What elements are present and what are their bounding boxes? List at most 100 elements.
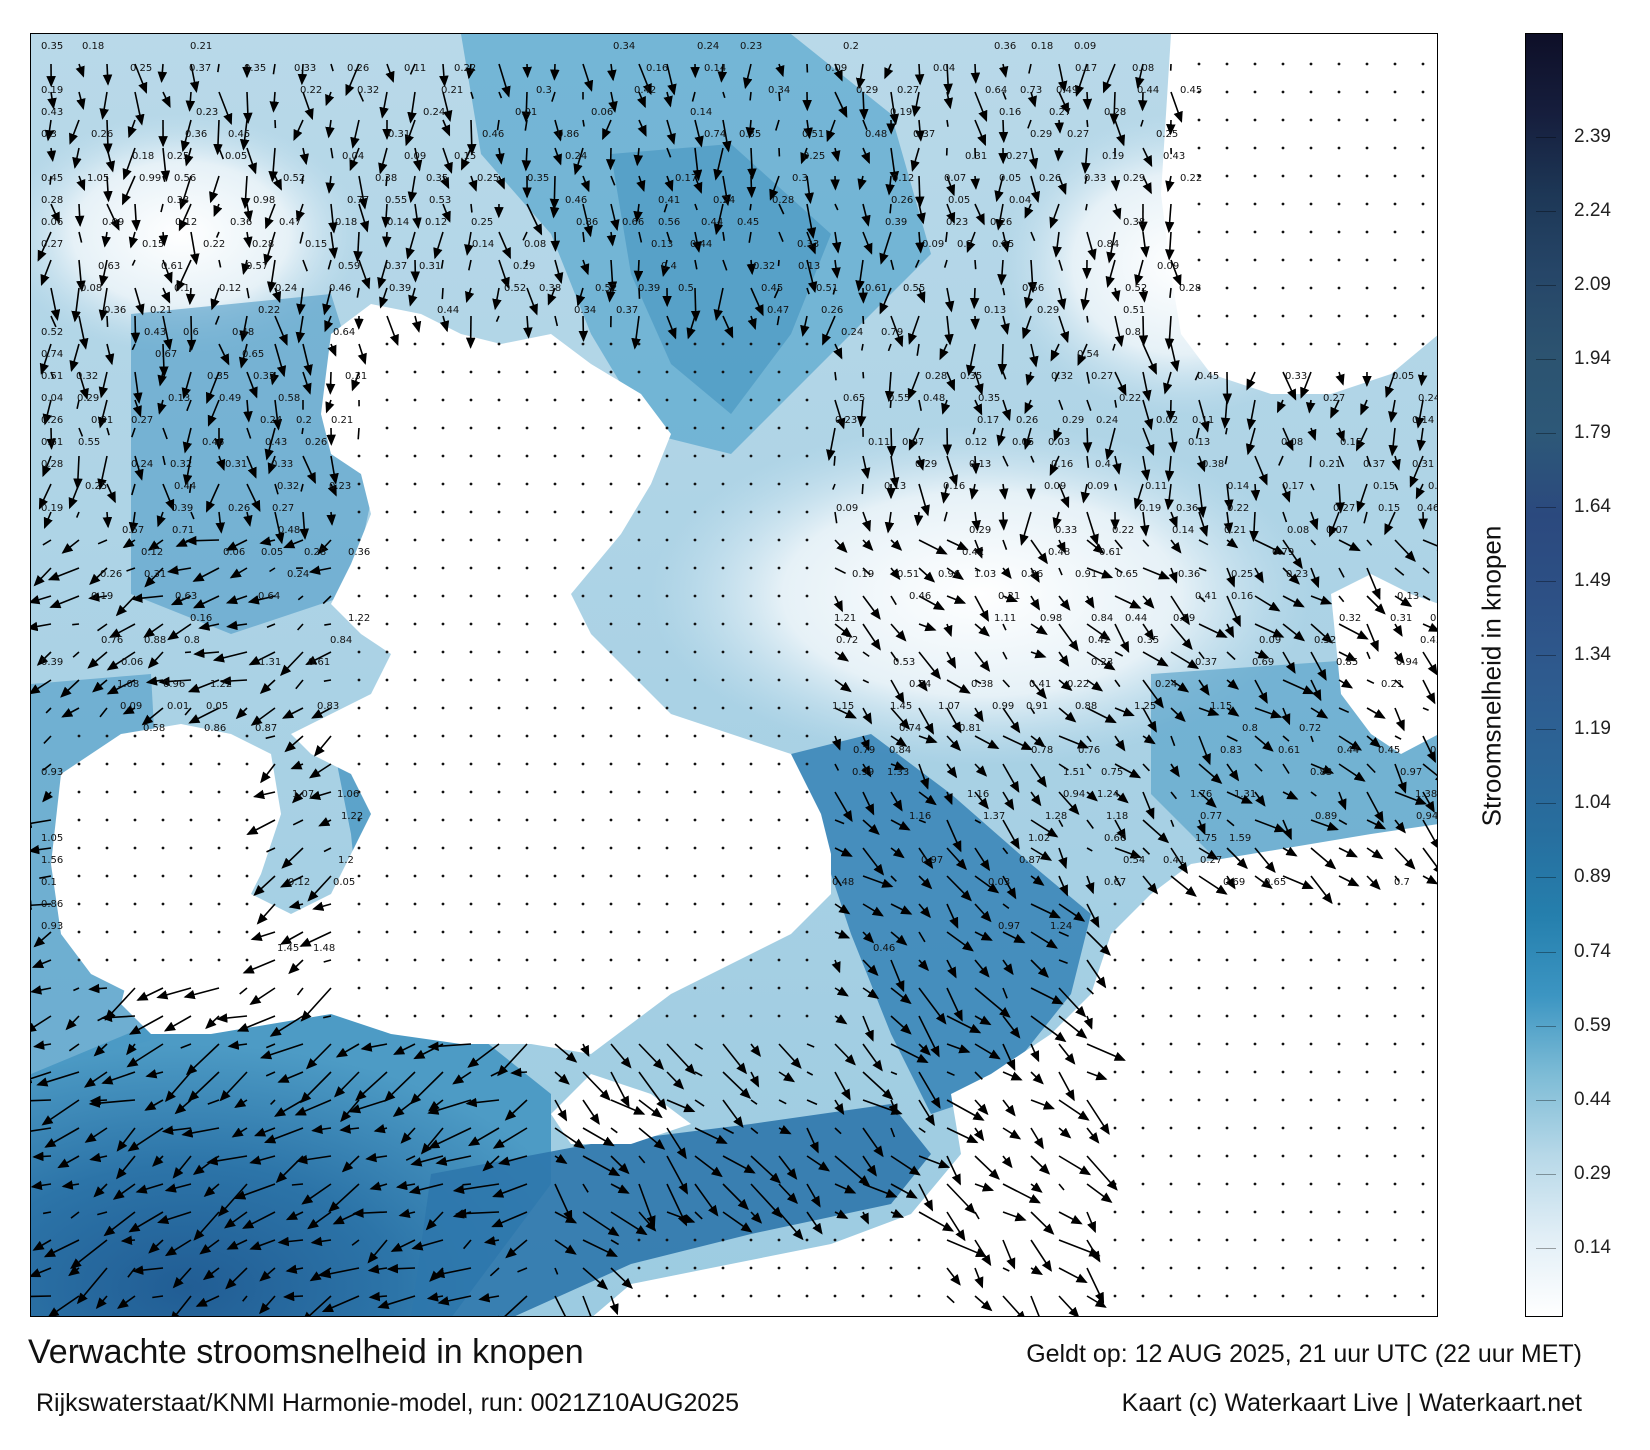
grid-dot	[861, 1266, 865, 1270]
speed-label: 0.84	[1091, 613, 1113, 624]
grid-dot	[1421, 342, 1425, 346]
grid-dot	[777, 874, 781, 878]
grid-dot	[1225, 902, 1229, 906]
grid-dot	[385, 566, 389, 570]
grid-dot	[805, 482, 809, 486]
current-arrow	[246, 455, 257, 479]
grid-dot	[553, 538, 557, 542]
celtic-sea	[31, 1014, 551, 1316]
current-arrow	[218, 343, 230, 366]
speed-label: 0.52	[41, 327, 63, 338]
speed-label: 0.21	[1224, 525, 1246, 536]
speed-label: 0.09	[922, 239, 944, 250]
grid-dot	[805, 846, 809, 850]
current-arrow	[750, 1043, 761, 1057]
grid-dot	[413, 594, 417, 598]
grid-dot	[105, 734, 109, 738]
grid-dot	[581, 594, 585, 598]
speed-label: 0.51	[897, 569, 919, 580]
current-arrow	[162, 259, 173, 284]
grid-dot	[1309, 1210, 1313, 1214]
current-arrow	[1170, 343, 1180, 372]
grid-dot	[1225, 930, 1229, 934]
speed-label: 0.15	[1340, 437, 1362, 448]
speed-label: 0.33	[253, 371, 275, 382]
grid-dot	[357, 650, 361, 654]
grid-dot	[133, 846, 137, 850]
speed-label: 0.35	[244, 63, 266, 74]
current-arrow	[141, 707, 164, 726]
grid-dot	[693, 874, 697, 878]
speed-label: 0.31	[1412, 459, 1434, 470]
current-arrow	[1282, 511, 1288, 523]
current-arrow	[326, 511, 337, 526]
current-arrow	[637, 119, 647, 137]
grid-dot	[469, 678, 473, 682]
speed-label: 1.31	[259, 657, 281, 668]
speed-label: 0.83	[1220, 745, 1242, 756]
current-arrow	[890, 761, 906, 771]
current-arrow	[1198, 679, 1210, 696]
speed-label: 0.66	[1104, 833, 1126, 844]
current-arrow	[185, 91, 196, 112]
current-arrow	[98, 371, 109, 399]
current-arrow	[301, 427, 304, 435]
current-arrow	[323, 959, 332, 963]
grid-dot	[1225, 1210, 1229, 1214]
current-arrow	[855, 63, 866, 90]
grid-dot	[1225, 958, 1229, 962]
speed-label: 0.27	[1049, 107, 1071, 118]
grid-dot	[357, 930, 361, 934]
current-arrow	[299, 1071, 332, 1104]
current-arrow	[1110, 175, 1121, 192]
grid-dot	[1197, 174, 1201, 178]
grid-dot	[805, 958, 809, 962]
current-arrow	[412, 203, 422, 229]
current-arrow	[547, 287, 557, 306]
grid-dot	[665, 986, 669, 990]
grid-dot	[637, 986, 641, 990]
grid-dot	[1113, 1182, 1117, 1186]
current-arrow	[1142, 567, 1171, 580]
current-arrow	[279, 651, 304, 677]
grid-dot	[497, 342, 501, 346]
speed-label: 0.8	[1125, 327, 1141, 338]
current-arrow	[218, 147, 225, 160]
grid-dot	[441, 426, 445, 430]
current-arrow	[554, 1099, 568, 1122]
grid-dot	[497, 818, 501, 822]
current-arrow	[1198, 651, 1205, 660]
speed-label: 0.31	[388, 129, 410, 140]
current-arrow	[1142, 175, 1152, 195]
grid-dot	[77, 874, 81, 878]
speed-label: 0.29	[1030, 129, 1052, 140]
grid-dot	[805, 1238, 809, 1242]
speed-label: 0.27	[272, 503, 294, 514]
current-arrow	[1086, 931, 1111, 956]
current-arrow	[1330, 399, 1340, 419]
grid-dot	[525, 958, 529, 962]
grid-dot	[1253, 118, 1257, 122]
current-arrow	[1002, 1099, 1016, 1117]
current-arrow	[345, 63, 360, 97]
grid-dot	[1253, 286, 1257, 290]
grid-dot	[441, 846, 445, 850]
grid-dot	[441, 594, 445, 598]
speed-label: 0.37	[1363, 459, 1385, 470]
speed-label: 0.08	[1281, 437, 1303, 448]
current-arrow	[1254, 791, 1266, 807]
current-arrow	[1356, 483, 1368, 513]
current-arrow	[243, 91, 253, 124]
current-arrow	[890, 931, 908, 946]
current-arrow	[330, 63, 334, 72]
grid-dot	[385, 678, 389, 682]
grid-dot	[385, 846, 389, 850]
grid-dot	[1421, 1266, 1425, 1270]
grid-dot	[1225, 202, 1229, 206]
current-arrow	[47, 567, 80, 581]
current-arrow	[1106, 231, 1116, 264]
grid-dot	[1337, 62, 1341, 66]
speed-label: 0.24	[1096, 415, 1118, 426]
current-arrow	[439, 63, 449, 87]
grid-dot	[609, 370, 613, 374]
